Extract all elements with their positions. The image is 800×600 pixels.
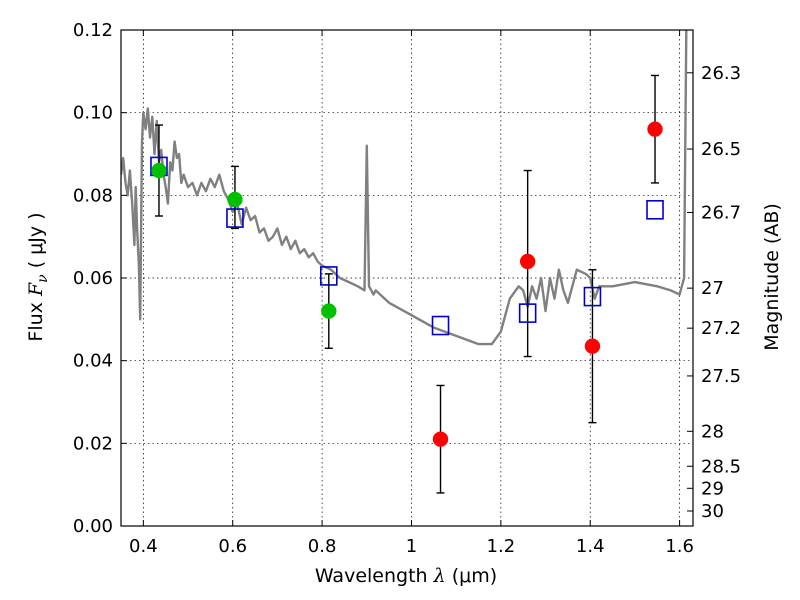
mag-tick-label: 27	[701, 278, 724, 299]
y-tick-label: 0.04	[73, 351, 113, 372]
x-tick-label: 1.4	[576, 536, 605, 557]
x-axis-title: Wavelength λ (μm)	[315, 565, 497, 587]
model-square-marker	[518, 303, 537, 323]
photometry-point	[432, 431, 449, 447]
model-square-marker	[646, 200, 664, 220]
mag-tick-label: 28.5	[701, 456, 741, 477]
model-square-marker	[431, 315, 450, 336]
mag-tick-label: 27.5	[701, 366, 741, 387]
model-square-marker	[583, 286, 602, 307]
y-tick-label: 0.02	[73, 433, 113, 454]
photometry-point	[227, 191, 243, 208]
x-tick-label: 1	[406, 536, 417, 557]
y-axis-title-unit: ( μJy )	[25, 212, 47, 274]
mag-tick-label: 26.5	[701, 139, 741, 160]
mag-tick-label: 28	[701, 421, 724, 442]
y-tick-label: 0.00	[73, 516, 113, 537]
y2-axis-title: Magnitude (AB)	[761, 203, 783, 351]
y-tick-label: 0.08	[73, 185, 113, 206]
mag-tick-label: 30	[701, 501, 724, 522]
y-tick-label: 0.10	[73, 103, 113, 124]
x-tick-label: 0.4	[129, 536, 158, 557]
x-tick-label: 1.2	[487, 536, 516, 557]
y-tick-label: 0.12	[73, 20, 113, 41]
photometry-point	[584, 338, 601, 354]
y-tick-label: 0.06	[73, 268, 113, 289]
photometry-point	[519, 253, 536, 270]
x-axis-title-prefix: Wavelength	[315, 565, 434, 587]
mag-tick-label: 29	[701, 478, 724, 499]
mag-tick-label: 26.7	[701, 202, 741, 223]
photometry-point	[151, 162, 167, 179]
x-tick-label: 0.6	[218, 536, 247, 557]
tick-labels: 0.4 0.6 0.8 1 1.2 1.4 1.6 0.00 0.02 0.04 0.06 0.08 0…	[73, 20, 741, 557]
y-axis-title-symbol: F	[25, 282, 47, 297]
x-axis-title-symbol: λ	[433, 565, 446, 587]
ticks	[121, 29, 693, 527]
x-tick-label: 0.8	[308, 536, 337, 557]
y-axis-title-subscript: ν	[35, 274, 51, 283]
model-square-marker	[319, 266, 338, 286]
plot-area	[121, 30, 688, 494]
y-axis-title: Flux Fν ( μJy )	[25, 212, 51, 341]
model-square-marker	[226, 208, 244, 228]
x-tick-label: 1.6	[665, 536, 694, 557]
mag-tick-label: 26.3	[701, 63, 741, 84]
photometry-point	[647, 121, 663, 137]
mag-tick-label: 27.2	[701, 318, 741, 339]
photometry-point	[321, 303, 337, 319]
template-spectrum-line	[121, 30, 688, 346]
y-axis-title-prefix: Flux	[25, 296, 47, 342]
x-axis-title-unit: (μm)	[446, 565, 497, 587]
